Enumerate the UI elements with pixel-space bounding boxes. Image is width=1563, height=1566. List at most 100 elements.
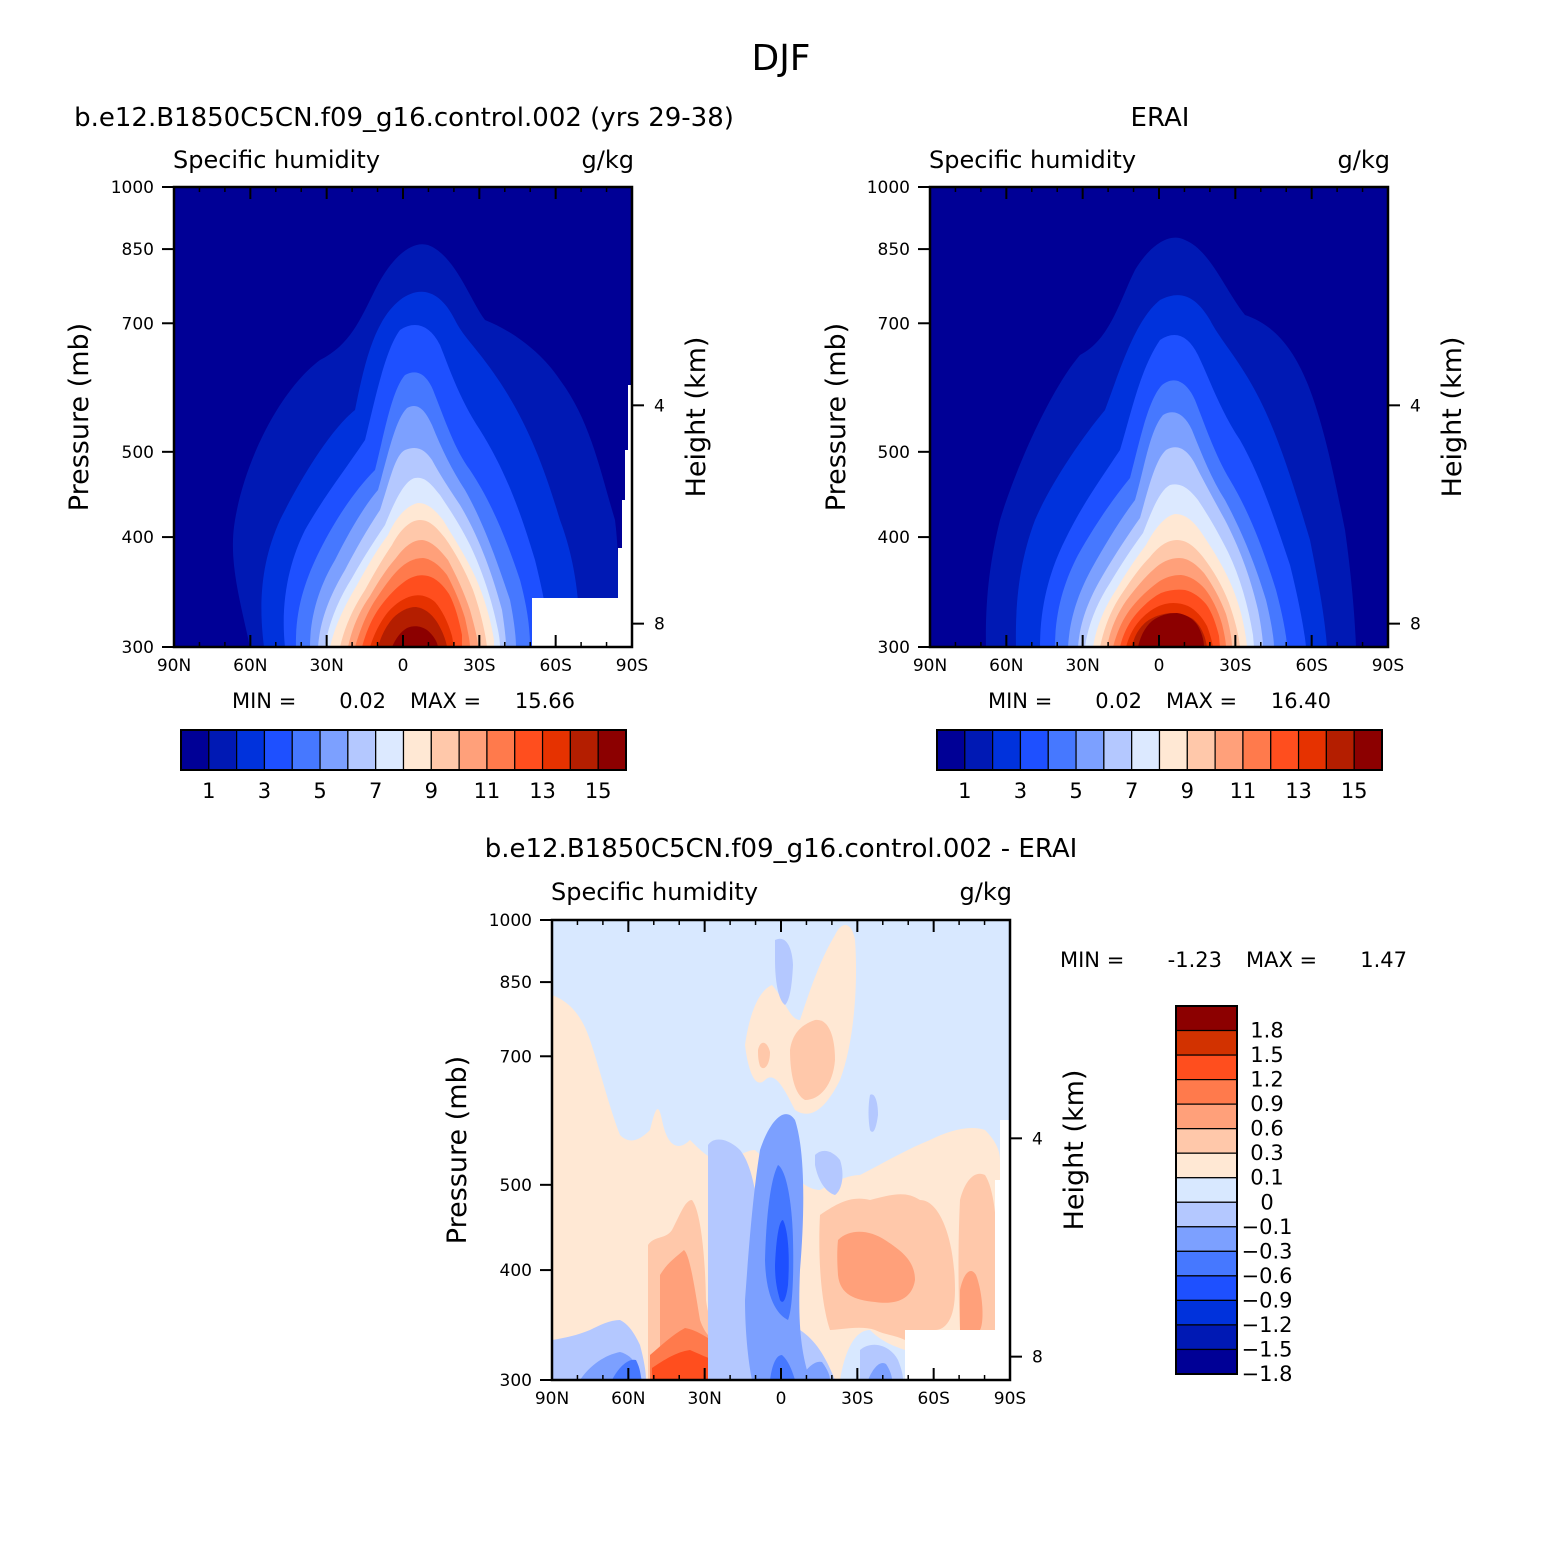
colorbar-swatch	[458, 729, 488, 771]
x-tick-label: 30S	[463, 656, 495, 676]
colorbar-frame	[180, 729, 627, 771]
panel-model-subtitle-right: g/kg	[582, 146, 634, 174]
panel-difference: b.e12.B1850C5CN.f09_g16.control.002 - ER…	[442, 834, 1407, 1409]
panel-diff-min-label: MIN =	[1060, 948, 1124, 972]
colorbar-swatch	[1175, 1128, 1238, 1154]
contour-level-16	[1138, 613, 1204, 647]
colorbar-label: 5	[1069, 779, 1082, 803]
colorbar-label: 1	[202, 779, 215, 803]
colorbar-label: 9	[425, 779, 438, 803]
colorbar-swatch	[569, 729, 599, 771]
panel-diff-colorbar: 1.81.51.20.90.60.30.10−0.1−0.3−0.6−0.9−1…	[1175, 1005, 1293, 1386]
x-tick-label: 60S	[917, 1389, 949, 1409]
panel-obs-plot	[930, 187, 1388, 647]
colorbar-swatch	[180, 729, 210, 771]
colorbar-label: 1.5	[1250, 1043, 1283, 1067]
contour-level-4	[775, 1220, 789, 1302]
x-tick-label: 30N	[309, 656, 343, 676]
colorbar-label: −1.5	[1242, 1337, 1293, 1361]
contour-level-7	[815, 1150, 843, 1195]
colorbar-swatch	[1175, 1005, 1238, 1032]
panel-obs-title: ERAI	[1131, 103, 1190, 133]
colorbar-swatch	[1175, 1152, 1238, 1179]
contour-level-10	[790, 1019, 835, 1100]
figure-title: DJF	[751, 38, 810, 79]
y-tick-label: 500	[500, 1176, 532, 1196]
y2-tick-label: 8	[1410, 615, 1421, 635]
colorbar-swatch	[1175, 1103, 1238, 1130]
missing-data-region	[532, 385, 632, 647]
colorbar-swatch	[263, 729, 293, 771]
panel-diff-y2label: Height (km)	[1059, 1070, 1090, 1231]
colorbar-swatch	[1047, 729, 1077, 771]
panel-obs: ERAI Specific humidity g/kg 90N 60N 30N 0 30…	[821, 103, 1468, 803]
y-tick-label: 300	[500, 1371, 532, 1391]
colorbar-swatch	[1175, 1201, 1238, 1228]
colorbar-label: 1.8	[1250, 1019, 1283, 1043]
x-tick-label: 30N	[687, 1389, 721, 1409]
x-tick-label: 90N	[157, 656, 191, 676]
colorbar-swatch	[375, 729, 405, 771]
x-tick-label: 60N	[233, 656, 267, 676]
colorbar-swatch	[291, 729, 321, 771]
x-tick-label: 90S	[994, 1389, 1026, 1409]
colorbar-label: 5	[313, 779, 326, 803]
panel-diff-ylabel: Pressure (mb)	[442, 1056, 473, 1244]
colorbar-label: 15	[585, 779, 612, 803]
colorbar-frame	[936, 729, 1383, 771]
contour-level-5	[770, 1355, 795, 1380]
contour-level-5	[612, 1359, 641, 1380]
colorbar-label: −0.3	[1242, 1239, 1293, 1263]
y2-tick-label: 4	[1032, 1129, 1043, 1149]
panel-model-max-label: MAX =	[410, 689, 481, 713]
colorbar-swatch	[208, 729, 238, 771]
panel-obs-subtitle-left: Specific humidity	[929, 146, 1136, 174]
panel-model-plot	[174, 187, 632, 647]
x-tick-label: 90S	[1372, 656, 1404, 676]
y-tick-label: 1000	[489, 911, 532, 931]
colorbar-label: −1.8	[1242, 1362, 1293, 1386]
x-tick-label: 30S	[841, 1389, 873, 1409]
panel-model-title: b.e12.B1850C5CN.f09_g16.control.002 (yrs…	[74, 103, 734, 133]
colorbar-swatch	[1103, 729, 1133, 771]
colorbar-swatch	[1019, 729, 1049, 771]
colorbar-swatch	[1175, 1029, 1238, 1056]
colorbar-swatch	[1175, 1324, 1238, 1351]
y-tick-label: 500	[878, 443, 910, 463]
colorbar-swatch	[541, 729, 571, 771]
colorbar-swatch	[1270, 729, 1300, 771]
y-tick-label: 850	[122, 240, 154, 260]
colorbar-label: 9	[1181, 779, 1194, 803]
colorbar-label: 1	[958, 779, 971, 803]
x-tick-label: 90N	[535, 1389, 569, 1409]
contour-level-6	[868, 1362, 892, 1380]
colorbar-swatch	[430, 729, 460, 771]
colorbar-label: 3	[258, 779, 271, 803]
x-tick-label: 90N	[913, 656, 947, 676]
colorbar-swatch	[319, 729, 349, 771]
y-tick-label: 700	[878, 314, 910, 334]
panel-obs-y2label: Height (km)	[1437, 337, 1468, 498]
colorbar-label: 11	[474, 779, 501, 803]
y-tick-label: 850	[878, 240, 910, 260]
y2-tick-label: 4	[654, 396, 665, 416]
panel-diff-subtitle-left: Specific humidity	[551, 878, 758, 906]
colorbar-swatch	[1075, 729, 1105, 771]
panel-model-min-value: 0.02	[339, 689, 386, 713]
colorbar-swatch	[1131, 729, 1161, 771]
colorbar-swatch	[1175, 1054, 1238, 1081]
colorbar-swatch	[1175, 1275, 1238, 1302]
colorbar-swatch	[1175, 1299, 1238, 1326]
colorbar-swatch	[347, 729, 377, 771]
panel-diff-max-label: MAX =	[1246, 948, 1317, 972]
colorbar-label: −1.2	[1242, 1313, 1293, 1337]
colorbar-swatch	[936, 729, 966, 771]
colorbar-swatch	[486, 729, 516, 771]
x-tick-label: 0	[1154, 656, 1165, 676]
x-tick-label: 60N	[611, 1389, 645, 1409]
y-tick-label: 700	[500, 1047, 532, 1067]
panel-diff-max-value: 1.47	[1360, 948, 1407, 972]
panel-model-min-label: MIN =	[232, 689, 296, 713]
colorbar-label: 0.9	[1250, 1092, 1283, 1116]
